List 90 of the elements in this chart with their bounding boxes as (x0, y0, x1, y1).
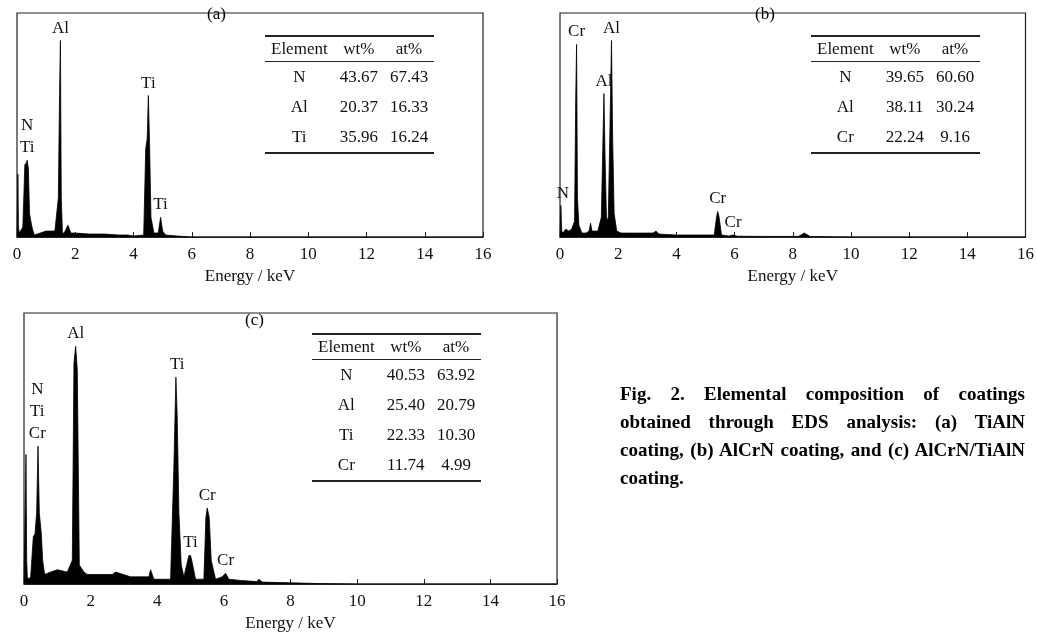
annotation: 16.24 (388, 126, 430, 148)
text: (a) (207, 4, 226, 24)
x-tick-label: 14 (958, 244, 977, 263)
x-tick-label: 2 (86, 591, 95, 610)
text: (c) (245, 310, 264, 330)
annotation: N (21, 115, 34, 135)
annotation: Ti (30, 401, 45, 421)
annotation: 20.79 (435, 394, 477, 416)
x-tick-label: 0 (12, 244, 22, 263)
x-axis-title: Energy / keV (204, 266, 296, 285)
annotation: 43.67 (338, 66, 379, 88)
x-tick-label: 2 (71, 244, 80, 263)
annotation: Cr (217, 550, 235, 570)
x-tick-label: 6 (219, 591, 229, 610)
annotation: Al (603, 17, 621, 37)
x-tick-label: 12 (415, 591, 433, 610)
x-axis-title: Energy / keV (245, 613, 337, 632)
annotation: at% (430, 334, 482, 360)
annotation: Cr (28, 423, 47, 443)
annotation: wt% (380, 334, 431, 360)
annotation: 10.30 (435, 424, 477, 446)
annotation: Cr (568, 21, 586, 41)
annotation: Al (51, 17, 70, 37)
annotation: 60.60 (934, 66, 976, 88)
annotation: Al (67, 323, 85, 343)
x-tick-label: 4 (672, 244, 682, 263)
annotation: Cr (835, 126, 855, 148)
annotation: Ti (338, 424, 355, 446)
annotation: Ti (291, 126, 308, 148)
annotation: 63.92 (435, 364, 477, 386)
annotation: Ti (169, 354, 185, 374)
annotation: N (31, 379, 44, 399)
annotation: 39.65 (884, 66, 925, 88)
annotation: 30.24 (934, 96, 976, 118)
annotation: wt% (333, 36, 384, 62)
annotation: 22.24 (884, 126, 925, 148)
annotation: Ti (19, 137, 35, 157)
x-tick-label: 0 (19, 591, 29, 610)
annotation: 4.99 (440, 454, 472, 476)
annotation: 38.11 (884, 96, 925, 118)
annotation: 22.33 (385, 424, 426, 446)
x-tick-label: 14 (416, 244, 434, 263)
x-tick-label: 8 (788, 244, 797, 263)
x-tick-label: 12 (900, 244, 918, 263)
annotation: Al (835, 96, 855, 118)
annotation: Element (811, 36, 880, 62)
x-tick-label: 14 (481, 591, 500, 610)
x-tick-label: 12 (358, 244, 375, 263)
annotation: 25.40 (385, 394, 426, 416)
x-tick-label: 16 (548, 591, 566, 610)
annotation: Al (336, 394, 356, 416)
annotation: N (339, 364, 354, 386)
annotation: Element (312, 334, 381, 360)
x-tick-label: 6 (730, 244, 739, 263)
x-tick-label: 8 (286, 591, 295, 610)
x-tick-label: 4 (153, 591, 162, 610)
annotation: Cr (724, 212, 742, 232)
annotation: 9.16 (939, 126, 971, 148)
x-tick-label: 8 (245, 244, 255, 263)
annotation: 16.33 (388, 96, 430, 118)
annotation: 11.74 (385, 454, 426, 476)
x-tick-label: 0 (555, 244, 565, 263)
x-tick-label: 10 (299, 244, 317, 263)
annotation: Ti (183, 532, 199, 552)
annotation: 67.43 (388, 66, 430, 88)
x-tick-label: 4 (129, 244, 139, 263)
annotation: 40.53 (385, 364, 426, 386)
text: (b) (755, 4, 775, 24)
x-tick-label: 6 (187, 244, 196, 263)
annotation: Cr (709, 188, 727, 208)
annotation: at% (383, 36, 435, 62)
annotation: Al (289, 96, 309, 118)
x-axis-title: Energy / keV (747, 266, 839, 285)
annotation: 35.96 (338, 126, 379, 148)
x-tick-label: 16 (1017, 244, 1034, 263)
x-tick-label: 16 (474, 244, 492, 263)
x-tick-label: 10 (348, 591, 366, 610)
x-tick-label: 10 (842, 244, 860, 263)
annotation: at% (929, 36, 981, 62)
annotation: N (838, 66, 853, 88)
annotation: Ti (141, 72, 156, 92)
annotation: Cr (198, 484, 217, 504)
annotation: Element (265, 36, 334, 62)
annotation: N (292, 66, 307, 88)
annotation: 20.37 (338, 96, 379, 118)
annotation: Ti (153, 194, 169, 214)
annotation: Cr (336, 454, 356, 476)
x-tick-label: 2 (613, 244, 623, 263)
caption: Fig. 2. Elemental composition of coatings obtained through EDS analysis: (a) TiAlN coating, (b) AlCrN coating, and (c) AlCrN/TiAlN coating. (620, 382, 1025, 490)
annotation: wt% (879, 36, 930, 62)
